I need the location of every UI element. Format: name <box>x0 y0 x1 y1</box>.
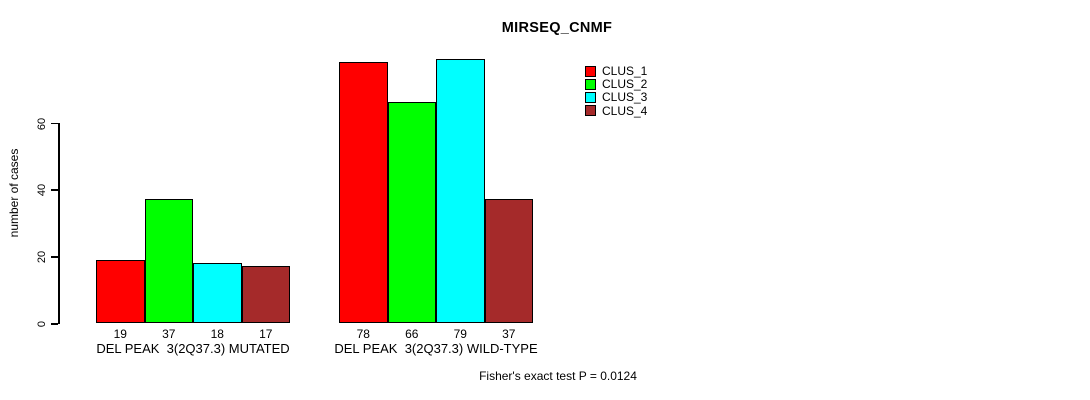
group-label-2: DEL PEAK 3(2Q37.3) WILD-TYPE <box>334 341 538 356</box>
legend-item-clus_4: CLUS_4 <box>585 103 648 118</box>
legend-label-clus_2: CLUS_2 <box>602 77 648 92</box>
bar-value-label-clus_2-group1: 37 <box>162 327 176 341</box>
bar-clus_1-group2 <box>339 62 388 323</box>
annotation-text: Fisher's exact test P = 0.0124 <box>479 369 637 383</box>
bar-value-label-clus_3-group1: 18 <box>210 327 224 341</box>
legend-swatch-clus_3 <box>585 91 596 103</box>
bar-value-label-clus_3-group2: 79 <box>453 327 467 341</box>
bar-value-label-clus_1-group2: 78 <box>356 327 370 341</box>
y-axis-tick-0 <box>51 323 58 325</box>
chart-title: MIRSEQ_CNMF <box>501 20 613 36</box>
bar-clus_1-group1 <box>96 259 145 323</box>
bar-value-label-clus_4-group2: 37 <box>502 327 516 341</box>
legend-label-clus_3: CLUS_3 <box>602 90 648 105</box>
y-axis-tick-label-20: 20 <box>36 251 48 264</box>
legend-swatch-clus_1 <box>585 65 596 77</box>
y-axis-label: number of cases <box>7 148 21 238</box>
y-axis-tick-label-0: 0 <box>36 320 48 328</box>
bar-value-label-clus_2-group2: 66 <box>405 327 419 341</box>
bar-value-label-clus_1-group1: 19 <box>113 327 127 341</box>
y-axis-tick-label-40: 40 <box>36 184 48 197</box>
bar-clus_4-group2 <box>484 199 533 323</box>
legend-item-clus_2: CLUS_2 <box>585 77 648 92</box>
y-axis-tick-20 <box>51 256 58 258</box>
group-label-1: DEL PEAK 3(2Q37.3) MUTATED <box>96 341 290 356</box>
y-axis-tick-label-60: 60 <box>36 117 48 130</box>
y-axis-line <box>58 122 60 324</box>
bar-clus_3-group1 <box>193 262 242 323</box>
bar-clus_2-group1 <box>144 199 193 323</box>
bar-value-label-clus_4-group1: 17 <box>259 327 273 341</box>
legend-item-clus_1: CLUS_1 <box>585 64 648 78</box>
legend-label-clus_4: CLUS_4 <box>602 103 648 118</box>
bar-clus_3-group2 <box>436 59 485 323</box>
legend-swatch-clus_2 <box>585 78 596 90</box>
legend-label-clus_1: CLUS_1 <box>602 64 648 78</box>
y-axis-tick-60 <box>51 122 58 124</box>
legend-item-clus_3: CLUS_3 <box>585 90 648 105</box>
bar-clus_4-group1 <box>241 266 290 323</box>
legend-swatch-clus_4 <box>585 105 596 117</box>
y-axis-tick-40 <box>51 189 58 191</box>
bar-clus_2-group2 <box>387 102 436 323</box>
